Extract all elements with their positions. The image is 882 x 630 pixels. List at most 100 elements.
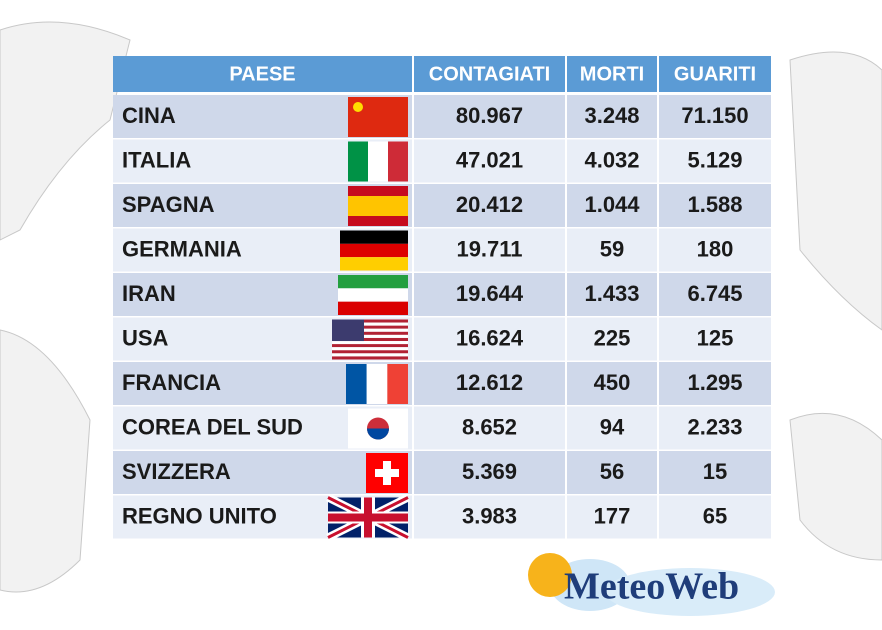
- cell: [414, 228, 565, 272]
- flag-part: [375, 469, 399, 477]
- cell: [659, 228, 771, 272]
- cell-value: 2.233: [687, 414, 742, 439]
- cell: [567, 139, 657, 183]
- country-name: CINA: [122, 103, 176, 128]
- flag-part: [332, 334, 408, 338]
- landmass: [789, 51, 882, 331]
- flag-part: [367, 428, 389, 440]
- cell: [414, 495, 565, 539]
- cell-value: 4.032: [584, 147, 639, 172]
- flag-part: [332, 319, 408, 323]
- cell: [659, 95, 771, 138]
- cell-value: 177: [594, 503, 631, 528]
- cell: [567, 184, 657, 227]
- cell: [414, 95, 565, 138]
- cell: [567, 406, 657, 450]
- cell: [659, 273, 771, 316]
- cell: [567, 273, 657, 316]
- flag-part: [332, 331, 408, 335]
- flag-part: [340, 230, 408, 244]
- logo-sun: [528, 553, 572, 597]
- header-cell: [659, 56, 771, 92]
- flag-part: [353, 102, 363, 112]
- landmass: [0, 329, 91, 593]
- cell-value: 5.129: [687, 147, 742, 172]
- country-name: SPAGNA: [122, 192, 215, 217]
- cell: [414, 406, 565, 450]
- cell: [567, 362, 657, 405]
- cell-value: 20.412: [456, 192, 523, 217]
- flag-part: [332, 337, 408, 342]
- landmass: [789, 412, 882, 561]
- cell: [414, 317, 565, 361]
- flag-part: [332, 319, 364, 342]
- cell: [113, 451, 412, 494]
- flag-part: [338, 301, 408, 315]
- flag-part: [348, 216, 408, 226]
- flag-part: [332, 344, 408, 348]
- country-name: IRAN: [122, 281, 176, 306]
- cell-value: 16.624: [456, 325, 524, 350]
- header-label: PAESE: [229, 63, 295, 85]
- cell: [414, 273, 565, 316]
- cell: [659, 139, 771, 183]
- cell-value: 3.983: [462, 503, 517, 528]
- cell-value: 94: [600, 414, 625, 439]
- header-cell: [414, 56, 565, 92]
- flag-part: [348, 141, 368, 182]
- cell: [659, 406, 771, 450]
- cell-value: 71.150: [681, 103, 748, 128]
- cell-value: 15: [703, 459, 727, 484]
- cell-value: 19.644: [456, 281, 524, 306]
- flag-part: [348, 196, 408, 216]
- cell: [414, 184, 565, 227]
- cell-value: 1.295: [687, 370, 742, 395]
- cell-value: 65: [703, 503, 727, 528]
- flag-part: [338, 288, 408, 302]
- cell: [659, 451, 771, 494]
- flag-part: [338, 275, 408, 289]
- cell-value: 1.588: [687, 192, 742, 217]
- flag-part: [332, 350, 408, 354]
- cell-value: 56: [600, 459, 624, 484]
- country-name: REGNO UNITO: [122, 503, 277, 528]
- cell-value: 19.711: [456, 236, 522, 261]
- landmass: [0, 21, 131, 241]
- logo-text: MeteoWeb: [564, 566, 739, 608]
- country-name: ITALIA: [122, 147, 191, 172]
- cell-value: 180: [697, 236, 734, 261]
- cell: [659, 184, 771, 227]
- cell-value: 1.044: [584, 192, 640, 217]
- country-name: FRANCIA: [122, 370, 221, 395]
- flag-part: [328, 513, 408, 522]
- flag-part: [340, 257, 408, 271]
- cell: [414, 362, 565, 405]
- logo: MeteoWeb: [528, 553, 775, 616]
- cell-value: 3.248: [584, 103, 639, 128]
- flag-part: [332, 347, 408, 351]
- flag-part: [388, 141, 408, 182]
- cell-value: 125: [697, 325, 734, 350]
- cell: [659, 362, 771, 405]
- cell-value: 80.967: [456, 103, 523, 128]
- cell: [659, 317, 771, 361]
- country-name: COREA DEL SUD: [122, 414, 303, 439]
- cell-value: 450: [594, 370, 631, 395]
- header-label: CONTAGIATI: [429, 63, 550, 85]
- cell-value: 225: [594, 325, 631, 350]
- flag-part: [332, 322, 408, 326]
- country-name: USA: [122, 325, 169, 350]
- flag-part: [332, 356, 408, 360]
- header-label: GUARITI: [674, 63, 756, 85]
- flag-part: [332, 353, 408, 357]
- cell-value: 12.612: [456, 370, 523, 395]
- cell-value: 8.652: [462, 414, 517, 439]
- cell: [567, 317, 657, 361]
- flag-part: [387, 364, 408, 404]
- flag-part: [332, 328, 408, 332]
- cell: [567, 451, 657, 494]
- header-cell: [567, 56, 657, 92]
- flag-part: [368, 141, 388, 182]
